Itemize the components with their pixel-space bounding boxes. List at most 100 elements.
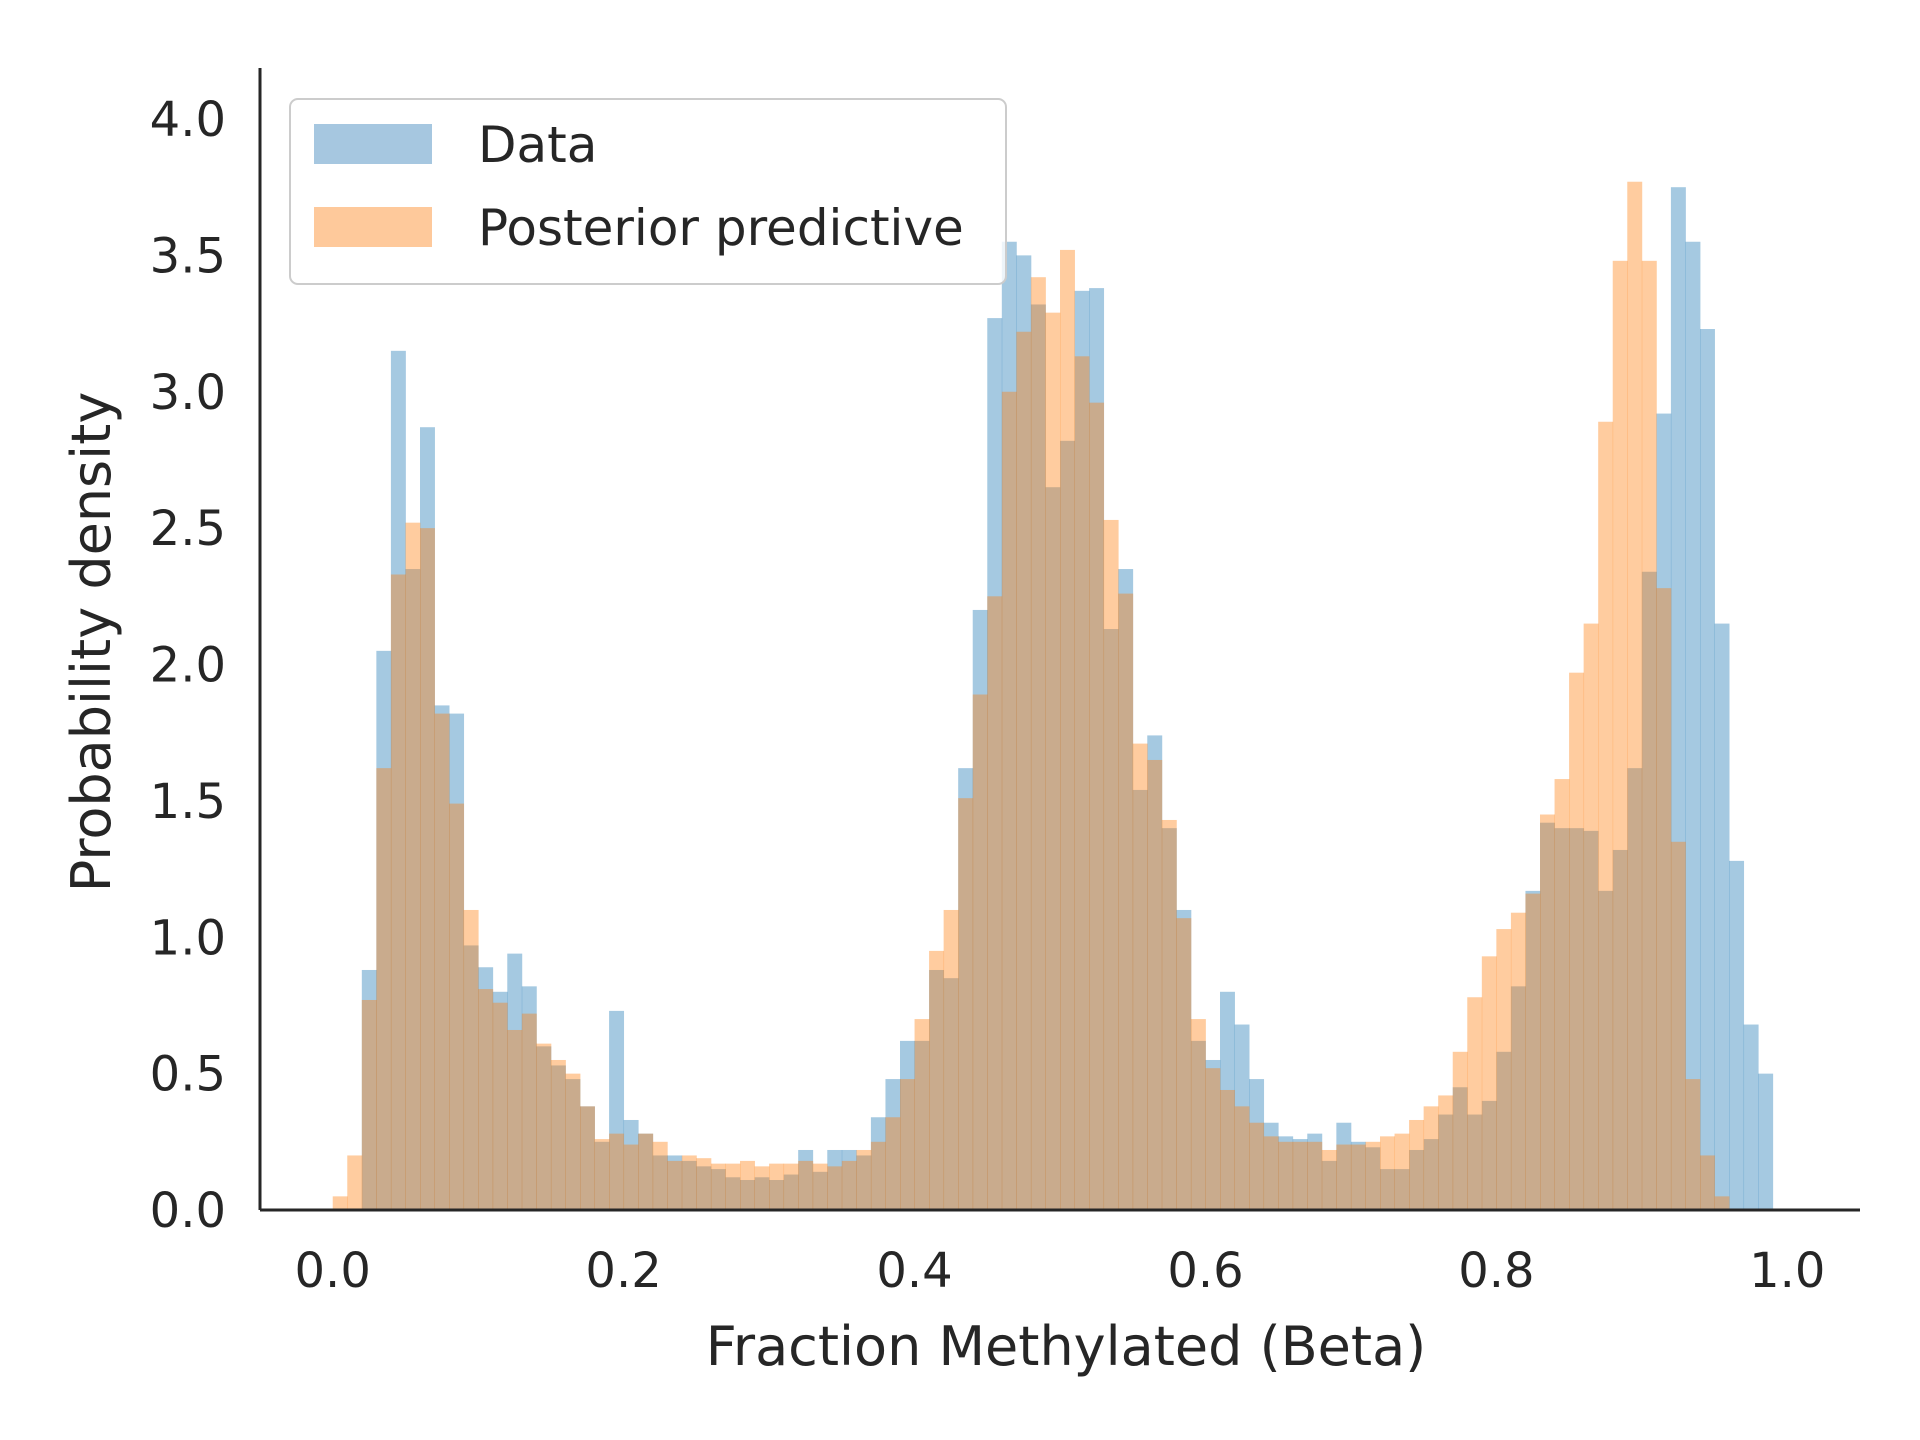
posterior-bar bbox=[449, 803, 465, 1210]
posterior-bar bbox=[987, 596, 1003, 1210]
posterior-bar bbox=[594, 1139, 610, 1210]
data-bar bbox=[1205, 1059, 1221, 1210]
posterior-bar bbox=[390, 574, 406, 1210]
y-axis-label: Probability density bbox=[60, 392, 123, 893]
x-tick-label: 0.4 bbox=[876, 1243, 952, 1299]
posterior-bar bbox=[580, 1106, 595, 1210]
posterior-bar bbox=[1045, 312, 1061, 1210]
y-tick-label: 0.5 bbox=[150, 1047, 226, 1103]
posterior-bar bbox=[1016, 331, 1032, 1210]
data-bar bbox=[1001, 241, 1017, 1211]
posterior-bar bbox=[1147, 759, 1163, 1210]
data-bar bbox=[594, 1141, 610, 1210]
data-bar bbox=[1074, 290, 1090, 1211]
data-bar bbox=[1743, 1024, 1759, 1210]
data-bar bbox=[667, 1155, 683, 1210]
y-tick-label: 2.0 bbox=[150, 638, 226, 694]
data-bar bbox=[856, 1155, 872, 1210]
data-bar bbox=[885, 1079, 901, 1210]
posterior-bar bbox=[1161, 819, 1177, 1210]
data-bar bbox=[987, 318, 1003, 1210]
posterior-bar bbox=[1132, 743, 1148, 1210]
data-bar bbox=[1525, 890, 1541, 1210]
posterior-bar bbox=[434, 713, 450, 1210]
posterior-bar bbox=[972, 694, 988, 1210]
data-bar bbox=[696, 1166, 712, 1210]
data-bar bbox=[1540, 822, 1555, 1210]
posterior-bar bbox=[1394, 1133, 1410, 1210]
posterior-bar bbox=[652, 1141, 668, 1210]
data-bar bbox=[492, 991, 508, 1210]
data-bar bbox=[536, 1046, 552, 1210]
posterior-bar bbox=[783, 1163, 799, 1210]
data-bar bbox=[609, 1010, 625, 1210]
data-bar bbox=[1714, 623, 1730, 1210]
posterior-bar bbox=[1103, 519, 1119, 1210]
data-bar bbox=[725, 1177, 741, 1210]
posterior-bar bbox=[609, 1133, 625, 1210]
data-bar bbox=[652, 1155, 668, 1210]
data-bar bbox=[1569, 828, 1585, 1210]
posterior-bar bbox=[405, 522, 421, 1210]
posterior-bar bbox=[1583, 623, 1599, 1210]
x-axis-label: Fraction Methylated (Beta) bbox=[706, 1315, 1426, 1378]
posterior-bar bbox=[521, 1013, 537, 1210]
data-bar bbox=[478, 967, 494, 1210]
data-bar bbox=[1336, 1122, 1352, 1210]
posterior-bar bbox=[1380, 1136, 1395, 1210]
posterior-bar bbox=[1496, 929, 1512, 1210]
posterior-bar bbox=[1656, 588, 1672, 1210]
posterior-bar bbox=[507, 1029, 523, 1210]
data-bar bbox=[1321, 1160, 1337, 1210]
posterior-bar bbox=[1321, 1149, 1337, 1210]
posterior-bar bbox=[463, 909, 479, 1210]
posterior-bar bbox=[1423, 1106, 1439, 1210]
posterior-bar bbox=[1190, 1019, 1206, 1210]
posterior-bar bbox=[900, 1079, 915, 1210]
posterior-bar bbox=[1307, 1141, 1323, 1210]
data-bar bbox=[1249, 1079, 1265, 1210]
data-bar bbox=[1234, 1024, 1250, 1210]
posterior-bar bbox=[361, 999, 377, 1210]
data-bar bbox=[1583, 830, 1599, 1210]
posterior-bar bbox=[1089, 402, 1105, 1210]
data-bar bbox=[1089, 288, 1105, 1210]
data-bar bbox=[914, 1040, 930, 1210]
data-bar bbox=[1452, 1087, 1468, 1210]
data-bar bbox=[1263, 1122, 1279, 1210]
posterior-bar bbox=[725, 1163, 741, 1210]
posterior-bar bbox=[754, 1166, 770, 1210]
data-bar bbox=[1016, 255, 1032, 1211]
posterior-bars bbox=[332, 181, 1730, 1211]
data-bar bbox=[841, 1149, 857, 1210]
legend-label-data: Data bbox=[478, 116, 597, 174]
data-bar bbox=[1700, 329, 1715, 1210]
posterior-bar bbox=[1205, 1068, 1221, 1210]
data-bar bbox=[507, 953, 523, 1210]
data-bar bbox=[1132, 789, 1148, 1210]
data-bar bbox=[449, 713, 465, 1210]
data-bar bbox=[405, 569, 421, 1210]
posterior-bar bbox=[1554, 779, 1570, 1210]
data-bar bbox=[827, 1149, 843, 1210]
posterior-bar bbox=[1700, 1155, 1715, 1210]
posterior-bar bbox=[769, 1163, 785, 1210]
posterior-bar bbox=[1685, 1079, 1701, 1210]
posterior-bar bbox=[667, 1160, 683, 1210]
data-bar bbox=[783, 1174, 799, 1210]
data-bar bbox=[1656, 413, 1672, 1210]
data-bar bbox=[1481, 1100, 1497, 1210]
tick-labels: 0.0 0.2 0.4 0.6 0.8 1.0 0.0 0.5 1.0 1.5 2.0 2.5 3.0 3… bbox=[150, 92, 1826, 1299]
posterior-bar bbox=[376, 768, 392, 1210]
x-tick-label: 0.6 bbox=[1167, 1243, 1243, 1299]
legend-label-posterior: Posterior predictive bbox=[478, 199, 964, 257]
axes bbox=[258, 68, 1860, 1212]
posterior-bar bbox=[841, 1160, 857, 1210]
posterior-bar bbox=[929, 950, 945, 1210]
posterior-bar bbox=[1292, 1141, 1308, 1210]
posterior-bar bbox=[1278, 1141, 1294, 1210]
posterior-bar bbox=[1234, 1106, 1250, 1210]
data-bar bbox=[390, 350, 406, 1211]
data-bar bbox=[769, 1180, 785, 1210]
